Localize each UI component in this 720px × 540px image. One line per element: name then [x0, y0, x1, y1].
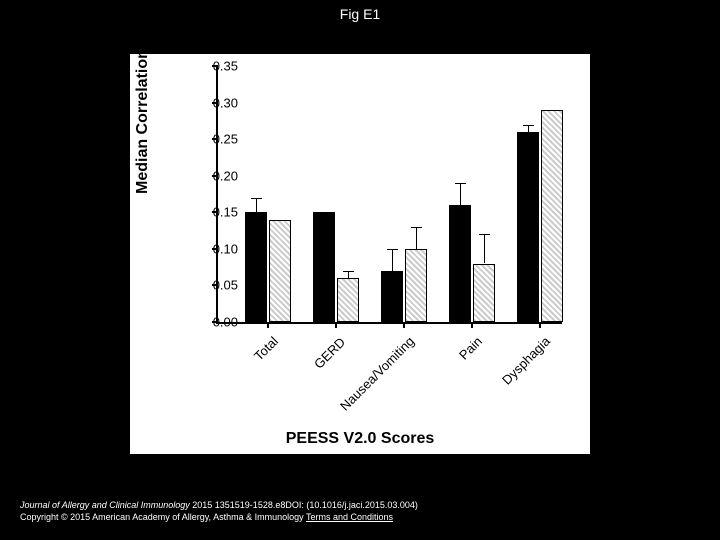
error-cap — [455, 183, 466, 184]
bar-series-b — [337, 278, 359, 322]
y-axis-label: Median Correlation — [134, 49, 152, 194]
bar-series-a — [313, 212, 335, 322]
error-bar — [528, 125, 529, 132]
credits: Journal of Allergy and Clinical Immunolo… — [20, 499, 418, 524]
xtick-label: Nausea/Vomiting — [337, 334, 417, 414]
journal-ref: 2015 1351519-1528.e8DOI: (10.1016/j.jaci… — [190, 500, 418, 510]
error-bar — [256, 198, 257, 213]
bar-series-b — [541, 110, 563, 322]
error-cap — [251, 198, 262, 199]
terms-link[interactable]: Terms and Conditions — [306, 512, 393, 522]
copyright-text: Copyright © 2015 American Academy of All… — [20, 512, 306, 522]
bar-series-b — [405, 249, 427, 322]
xtick-mark — [403, 322, 405, 328]
chart-panel: Median Correlation PEESS V2.0 Scores 0.0… — [130, 54, 590, 454]
xtick-label: Pain — [456, 334, 485, 363]
xtick-mark — [471, 322, 473, 328]
error-cap — [411, 227, 422, 228]
plot-area — [216, 66, 562, 324]
x-axis-label: PEESS V2.0 Scores — [130, 430, 590, 448]
error-cap — [479, 234, 490, 235]
error-bar — [392, 249, 393, 271]
bar-series-a — [517, 132, 539, 322]
ytick-label: 0.15 — [213, 205, 238, 220]
xtick-label: Total — [251, 334, 281, 364]
error-bar — [348, 271, 349, 278]
figure-title: Fig E1 — [0, 6, 720, 22]
ytick-label: 0.10 — [213, 241, 238, 256]
error-cap — [523, 125, 534, 126]
ytick-label: 0.35 — [213, 59, 238, 74]
ytick-label: 0.00 — [213, 315, 238, 330]
bar-series-a — [449, 205, 471, 322]
ytick-label: 0.20 — [213, 168, 238, 183]
ytick-label: 0.25 — [213, 132, 238, 147]
bar-series-b — [269, 220, 291, 322]
error-cap — [343, 271, 354, 272]
error-bar — [460, 183, 461, 205]
xtick-mark — [335, 322, 337, 328]
xtick-label: Dysphagia — [499, 334, 553, 388]
bar-series-a — [381, 271, 403, 322]
bar-series-a — [245, 212, 267, 322]
bar-series-b — [473, 264, 495, 323]
error-cap — [387, 249, 398, 250]
xtick-mark — [539, 322, 541, 328]
xtick-mark — [267, 322, 269, 328]
xtick-label: GERD — [311, 334, 348, 371]
journal-name: Journal of Allergy and Clinical Immunolo… — [20, 500, 190, 510]
ytick-label: 0.30 — [213, 95, 238, 110]
ytick-label: 0.05 — [213, 278, 238, 293]
error-bar — [484, 234, 485, 263]
error-bar — [416, 227, 417, 249]
